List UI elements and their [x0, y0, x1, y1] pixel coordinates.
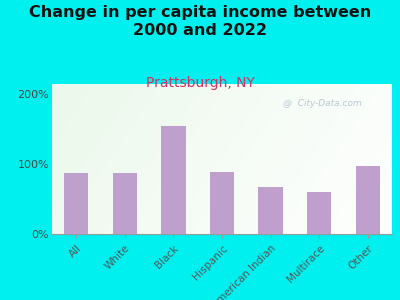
Text: @  City-Data.com: @ City-Data.com	[283, 99, 362, 108]
Text: Change in per capita income between
2000 and 2022: Change in per capita income between 2000…	[29, 4, 371, 38]
Bar	[64, 172, 88, 234]
Bar	[356, 166, 380, 234]
Bar	[258, 187, 283, 234]
Text: Prattsburgh, NY: Prattsburgh, NY	[146, 76, 254, 91]
Bar	[210, 172, 234, 234]
Bar	[113, 173, 137, 234]
Bar	[161, 126, 186, 234]
Bar	[307, 192, 331, 234]
